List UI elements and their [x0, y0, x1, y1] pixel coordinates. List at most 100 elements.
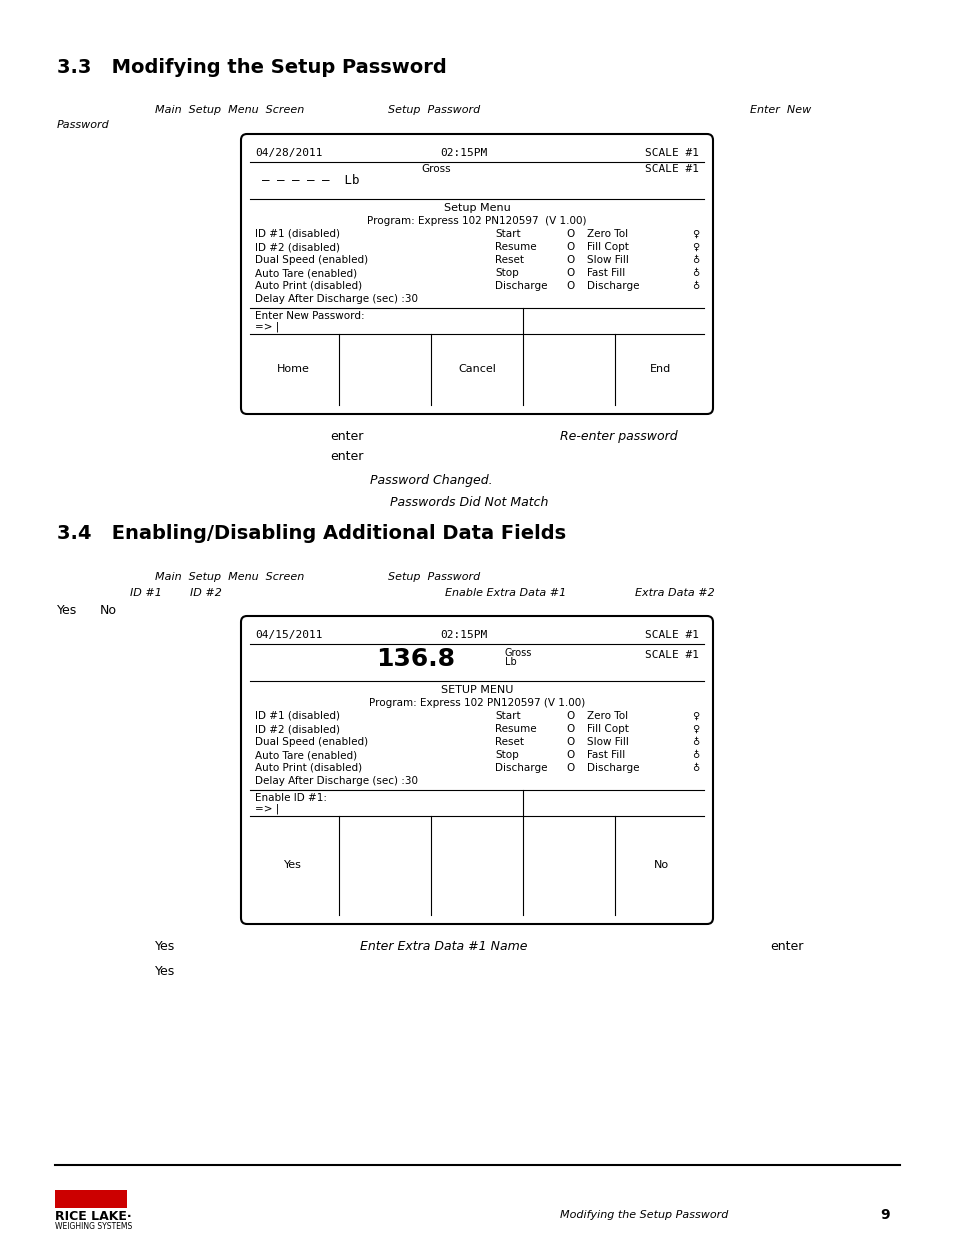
- Text: SETUP MENU: SETUP MENU: [440, 685, 513, 695]
- Text: Enter New Password:: Enter New Password:: [254, 311, 364, 321]
- Text: O: O: [566, 750, 575, 760]
- Text: No: No: [653, 860, 668, 869]
- Text: Reset: Reset: [495, 737, 524, 747]
- Text: ♁: ♁: [691, 268, 699, 278]
- Text: 02:15PM: 02:15PM: [439, 630, 487, 640]
- Text: Auto Tare (enabled): Auto Tare (enabled): [254, 750, 356, 760]
- Text: O: O: [566, 228, 575, 240]
- Text: Cancel: Cancel: [457, 364, 496, 374]
- Text: Extra Data #2: Extra Data #2: [635, 588, 714, 598]
- Text: Enter  New: Enter New: [749, 105, 810, 115]
- Text: Yes: Yes: [154, 965, 175, 978]
- Text: O: O: [566, 711, 575, 721]
- Text: Dual Speed (enabled): Dual Speed (enabled): [254, 737, 368, 747]
- Text: Auto Tare (enabled): Auto Tare (enabled): [254, 268, 356, 278]
- Text: ♁: ♁: [691, 763, 699, 773]
- Text: Zero Tol: Zero Tol: [587, 711, 628, 721]
- Text: Password: Password: [57, 120, 110, 130]
- Text: Stop: Stop: [495, 268, 518, 278]
- Text: Start: Start: [495, 711, 520, 721]
- Text: Program: Express 102 PN120597 (V 1.00): Program: Express 102 PN120597 (V 1.00): [369, 698, 584, 708]
- Text: Setup  Password: Setup Password: [388, 572, 479, 582]
- Text: => |: => |: [254, 804, 279, 815]
- Text: Program: Express 102 PN120597  (V 1.00): Program: Express 102 PN120597 (V 1.00): [367, 216, 586, 226]
- Text: O: O: [566, 282, 575, 291]
- Text: Auto Print (disabled): Auto Print (disabled): [254, 282, 362, 291]
- Text: O: O: [566, 254, 575, 266]
- Text: Zero Tol: Zero Tol: [587, 228, 628, 240]
- Text: ♁: ♁: [691, 750, 699, 760]
- Text: End: End: [650, 364, 671, 374]
- Text: Modifying the Setup Password: Modifying the Setup Password: [559, 1210, 727, 1220]
- Text: RICE LAKE·: RICE LAKE·: [55, 1210, 132, 1223]
- Text: Auto Print (disabled): Auto Print (disabled): [254, 763, 362, 773]
- Text: Gross: Gross: [421, 164, 451, 174]
- Text: ♀: ♀: [691, 242, 699, 252]
- Text: ID #1: ID #1: [130, 588, 162, 598]
- FancyBboxPatch shape: [241, 135, 712, 414]
- Text: Setup Menu: Setup Menu: [443, 203, 510, 212]
- Text: enter: enter: [330, 450, 363, 463]
- Text: Fast Fill: Fast Fill: [587, 750, 625, 760]
- Text: Discharge: Discharge: [587, 282, 639, 291]
- Text: Discharge: Discharge: [495, 763, 547, 773]
- Text: Password Changed.: Password Changed.: [370, 474, 492, 487]
- Text: 9: 9: [879, 1208, 889, 1221]
- Text: Stop: Stop: [495, 750, 518, 760]
- Text: SCALE #1: SCALE #1: [644, 630, 699, 640]
- Text: Fast Fill: Fast Fill: [587, 268, 625, 278]
- Text: ID #2: ID #2: [190, 588, 222, 598]
- Text: Delay After Discharge (sec) :30: Delay After Discharge (sec) :30: [254, 776, 417, 785]
- Text: Setup  Password: Setup Password: [388, 105, 479, 115]
- Text: Enable ID #1:: Enable ID #1:: [254, 793, 327, 803]
- Text: ID #1 (disabled): ID #1 (disabled): [254, 711, 339, 721]
- Text: 3.4   Enabling/Disabling Additional Data Fields: 3.4 Enabling/Disabling Additional Data F…: [57, 524, 565, 543]
- Text: ♁: ♁: [691, 737, 699, 747]
- Text: Fill Copt: Fill Copt: [587, 242, 629, 252]
- Text: O: O: [566, 724, 575, 734]
- Text: Lb: Lb: [504, 657, 516, 667]
- Text: 04/28/2011: 04/28/2011: [254, 148, 322, 158]
- Text: Slow Fill: Slow Fill: [587, 254, 629, 266]
- Text: SCALE #1: SCALE #1: [644, 164, 699, 174]
- Text: Enter Extra Data #1 Name: Enter Extra Data #1 Name: [359, 940, 527, 953]
- Text: Start: Start: [495, 228, 520, 240]
- Text: 02:15PM: 02:15PM: [439, 148, 487, 158]
- Text: Yes: Yes: [154, 940, 175, 953]
- Text: Gross: Gross: [504, 648, 532, 658]
- Text: WEIGHING SYSTEMS: WEIGHING SYSTEMS: [55, 1221, 132, 1231]
- Text: Enable Extra Data #1: Enable Extra Data #1: [444, 588, 566, 598]
- Text: — — — — —  Lb: — — — — — Lb: [262, 174, 359, 186]
- Bar: [55, 1191, 127, 1208]
- Text: Resume: Resume: [495, 724, 537, 734]
- Text: Re-enter password: Re-enter password: [559, 430, 677, 443]
- Text: 3.3   Modifying the Setup Password: 3.3 Modifying the Setup Password: [57, 58, 446, 77]
- Text: Yes: Yes: [57, 604, 77, 618]
- Text: 136.8: 136.8: [375, 647, 455, 671]
- Text: O: O: [566, 763, 575, 773]
- Text: ♀: ♀: [691, 228, 699, 240]
- Text: ID #2 (disabled): ID #2 (disabled): [254, 242, 339, 252]
- Text: Main  Setup  Menu  Screen: Main Setup Menu Screen: [154, 105, 304, 115]
- Text: Yes: Yes: [284, 860, 301, 869]
- Text: O: O: [566, 737, 575, 747]
- Text: ♀: ♀: [691, 724, 699, 734]
- Text: O: O: [566, 268, 575, 278]
- FancyBboxPatch shape: [241, 616, 712, 924]
- Text: 04/15/2011: 04/15/2011: [254, 630, 322, 640]
- Text: Delay After Discharge (sec) :30: Delay After Discharge (sec) :30: [254, 294, 417, 304]
- Text: Resume: Resume: [495, 242, 537, 252]
- Text: Main  Setup  Menu  Screen: Main Setup Menu Screen: [154, 572, 304, 582]
- Text: No: No: [100, 604, 117, 618]
- Text: enter: enter: [330, 430, 363, 443]
- Text: ID #2 (disabled): ID #2 (disabled): [254, 724, 339, 734]
- Text: Home: Home: [276, 364, 309, 374]
- Text: Passwords Did Not Match: Passwords Did Not Match: [390, 496, 548, 509]
- Text: Fill Copt: Fill Copt: [587, 724, 629, 734]
- Text: Discharge: Discharge: [495, 282, 547, 291]
- Text: Reset: Reset: [495, 254, 524, 266]
- Text: enter: enter: [769, 940, 802, 953]
- Text: SCALE #1: SCALE #1: [644, 148, 699, 158]
- Text: ♁: ♁: [691, 254, 699, 266]
- Text: O: O: [566, 242, 575, 252]
